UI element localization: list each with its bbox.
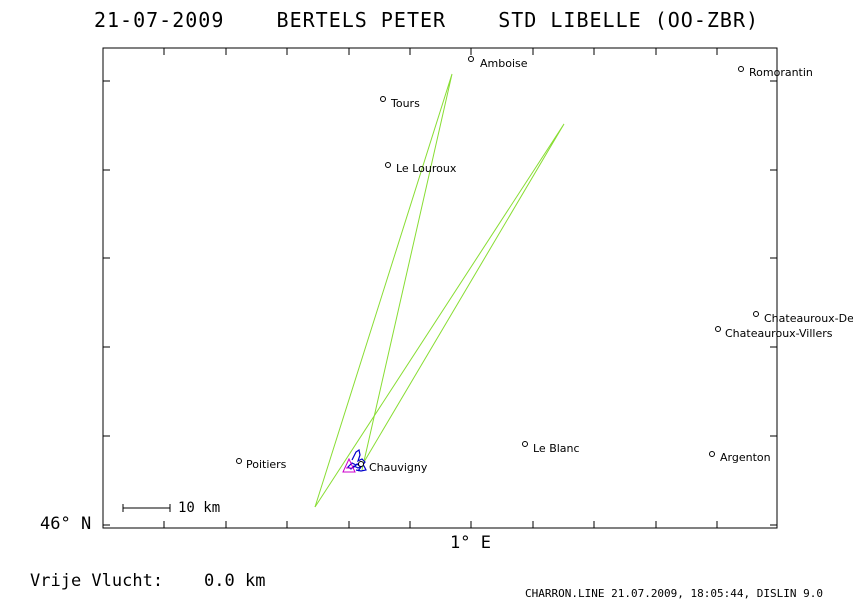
- bottom-ticks: [163, 521, 718, 528]
- circle-marker: [358, 461, 364, 467]
- y-axis-label: 46° N: [40, 514, 92, 534]
- place-label-chateauroux-de: Chateauroux-De: [764, 312, 853, 325]
- x-axis-label: 1° E: [450, 533, 491, 553]
- circle-marker: [468, 56, 474, 62]
- place-label-argenton: Argenton: [720, 451, 771, 464]
- place-label-amboise: Amboise: [480, 57, 528, 70]
- free-flight-readout: Vrije Vlucht: 0.0 km: [30, 571, 265, 591]
- top-ticks: [163, 48, 718, 55]
- right-ticks: [770, 80, 777, 526]
- left-ticks: [103, 80, 110, 526]
- scale-bar-label: 10 km: [178, 500, 221, 516]
- start-marker: [342, 457, 356, 473]
- free-flight-value: 0.0 km: [204, 571, 266, 591]
- free-flight-label: Vrije Vlucht:: [30, 571, 164, 591]
- map-title: 21-07-2009 BERTELS PETER STD LIBELLE (OO…: [93, 8, 760, 32]
- circle-marker: [753, 311, 759, 317]
- place-label-le-blanc: Le Blanc: [533, 442, 580, 455]
- place-label-tours: Tours: [391, 97, 420, 110]
- circle-marker: [380, 96, 386, 102]
- place-label-poitiers: Poitiers: [246, 458, 287, 471]
- footer-info: CHARRON.LINE 21.07.2009, 18:05:44, DISLI…: [524, 587, 823, 600]
- place-label-chateauroux-villers: Chateauroux-Villers: [725, 327, 833, 340]
- plot-frame: [102, 47, 778, 529]
- place-label-romorantin: Romorantin: [749, 66, 813, 79]
- task-track-lines: [314, 73, 565, 508]
- place-label-chauvigny: Chauvigny: [369, 461, 428, 474]
- circle-marker: [709, 451, 715, 457]
- place-label-le-louroux: Le Louroux: [396, 162, 457, 175]
- scale-bar: [122, 504, 171, 512]
- circle-marker: [715, 326, 721, 332]
- place-markers: [236, 56, 759, 467]
- circle-marker: [738, 66, 744, 72]
- circle-marker: [385, 162, 391, 168]
- circle-marker: [236, 458, 242, 464]
- circle-marker: [522, 441, 528, 447]
